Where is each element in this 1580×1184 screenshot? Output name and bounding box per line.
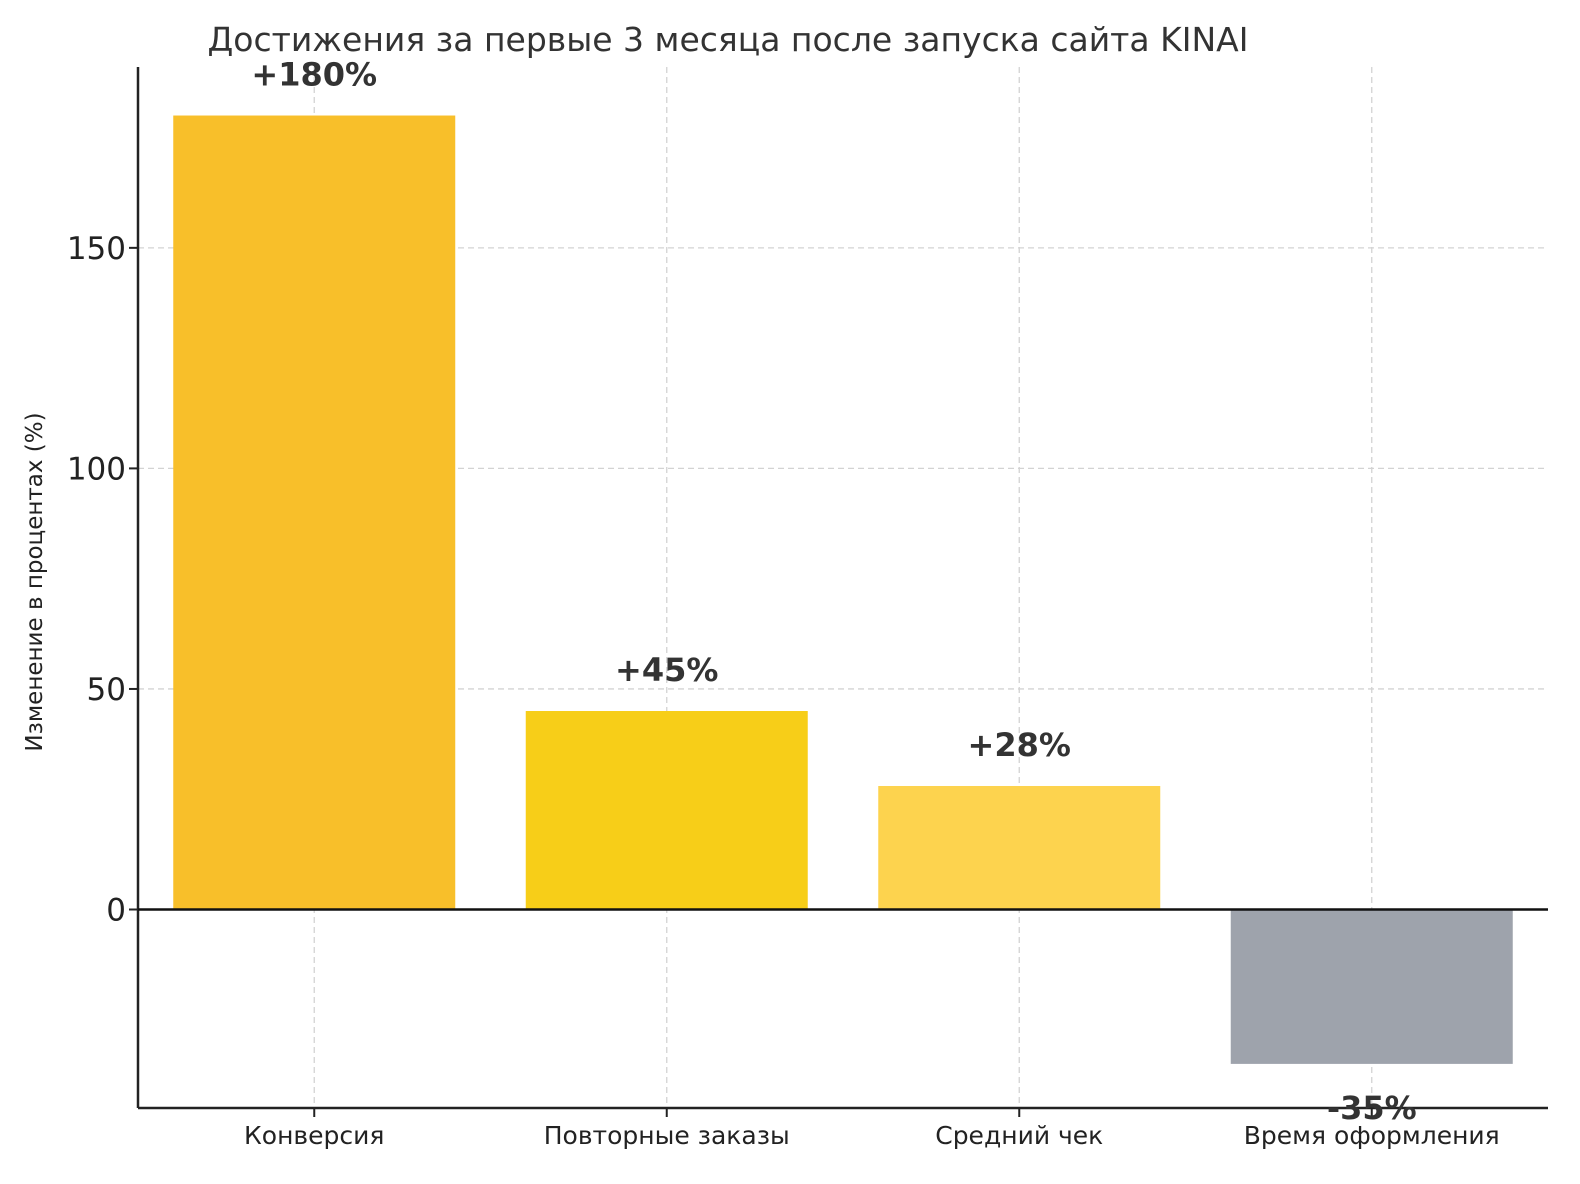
value-label: +180% (251, 56, 377, 94)
chart-title: Достижения за первые 3 месяца после запу… (208, 20, 1249, 59)
y-tick-label: 50 (87, 672, 126, 708)
value-label: +28% (968, 726, 1071, 764)
tick-labels: 0 50 100 150 Конверсия Повторные заказы Средни… (67, 231, 1500, 1150)
y-axis-label: Изменение в процентах (%) (22, 412, 48, 751)
bar-4 (1230, 909, 1513, 1064)
x-tick-label: Повторные заказы (544, 1121, 790, 1150)
value-label: -35% (1327, 1089, 1417, 1127)
y-tick-label: 100 (67, 451, 126, 487)
x-tick-label: Время оформления (1244, 1121, 1500, 1150)
value-labels: +180% +45% +28% -35% (251, 56, 1416, 1127)
y-tick-label: 150 (67, 231, 126, 267)
x-tick-label: Конверсия (244, 1121, 384, 1150)
bars (173, 115, 1513, 1064)
y-tick-label: 0 (106, 893, 126, 929)
axes (129, 67, 1548, 1117)
x-tick-label: Средний чек (935, 1121, 1103, 1150)
bar-1 (173, 115, 456, 910)
bar-3 (878, 785, 1161, 910)
bar-2 (525, 711, 808, 910)
value-label: +45% (615, 651, 718, 689)
